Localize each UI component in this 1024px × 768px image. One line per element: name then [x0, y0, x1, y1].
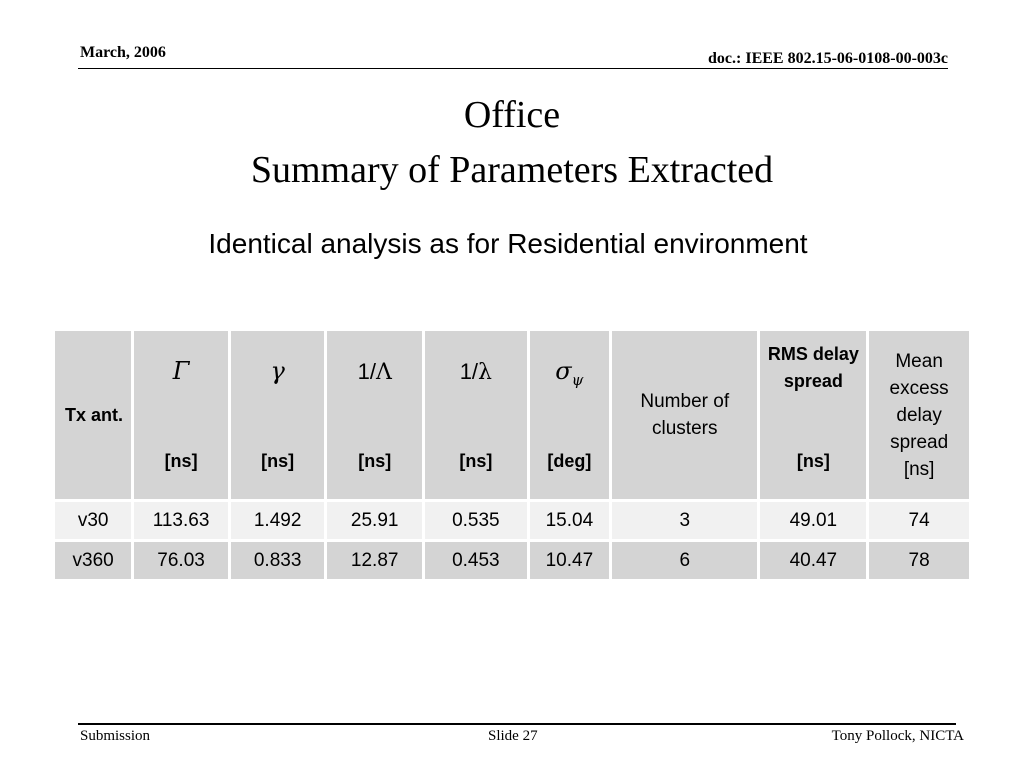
gamma-big-symbol: Γ [172, 357, 190, 385]
inv-lambda-small-symbol: λ [478, 360, 492, 385]
cell-sigma-psi: 10.47 [529, 542, 610, 579]
cell-mean-excess: 78 [869, 542, 969, 579]
footer-submission: Submission [80, 728, 151, 744]
footer-slide-number: Slide 27 [488, 728, 538, 744]
cell-inv-lambda-big: 25.91 [327, 502, 422, 539]
cell-gamma-big: 76.03 [134, 542, 228, 579]
cell-inv-lambda-small: 0.453 [425, 542, 527, 579]
header-inv-lambda-big: 1/Λ [ns] [327, 331, 422, 499]
cell-gamma-big: 113.63 [134, 502, 228, 539]
header-gamma-small: γ [ns] [230, 331, 325, 499]
footer-divider [78, 723, 956, 725]
table-row: v30 113.63 1.492 25.91 0.535 15.04 3 49.… [55, 502, 969, 539]
title-line-1: Office [463, 94, 561, 136]
gamma-small-unit: [ns] [261, 451, 295, 471]
cell-inv-lambda-small: 0.535 [425, 502, 527, 539]
header-date: March, 2006 [80, 44, 166, 61]
cell-clusters: 3 [612, 502, 758, 539]
header-divider [78, 68, 948, 69]
header-mean-excess: Mean excess delay spread [ns] [869, 331, 969, 499]
slide-subtitle: Identical analysis as for Residential en… [208, 228, 808, 259]
cell-clusters: 6 [612, 542, 758, 579]
cell-rms: 40.47 [760, 542, 867, 579]
cell-tx: v30 [55, 502, 132, 539]
footer-author: Tony Pollock, NICTA [831, 728, 964, 744]
cell-rms: 49.01 [760, 502, 867, 539]
inv-lambda-small-unit: [ns] [459, 451, 493, 471]
inv-lambda-big-symbol: Λ [375, 360, 392, 385]
title-line-2: Summary of Parameters Extracted [250, 149, 774, 191]
gamma-big-unit: [ns] [164, 451, 198, 471]
gamma-small-symbol: γ [270, 357, 285, 385]
sigma-psi-unit: [deg] [547, 451, 592, 471]
slide-title: Office Summary of Parameters Extracted [0, 88, 1024, 198]
header-rms-delay: RMS delay spread [ns] [760, 331, 867, 499]
header-tx-ant: Tx ant. [55, 331, 132, 499]
psi-subscript: ψ [571, 370, 584, 389]
rms-unit: [ns] [796, 451, 830, 471]
cell-tx: v360 [55, 542, 132, 579]
inv-lambda-big-prefix: 1/ [357, 359, 376, 384]
rms-label: RMS delay spread [767, 344, 859, 391]
cell-inv-lambda-big: 12.87 [327, 542, 422, 579]
cell-gamma-small: 0.833 [230, 542, 325, 579]
header-clusters: Number of clusters [612, 331, 758, 499]
cell-mean-excess: 74 [869, 502, 969, 539]
inv-lambda-small-prefix: 1/ [459, 359, 479, 384]
sigma-symbol: σ [555, 357, 572, 385]
inv-lambda-big-unit: [ns] [358, 451, 392, 471]
parameters-table: Tx ant. Γ [ns] γ [ns] 1/Λ [ns] [52, 328, 972, 582]
header-gamma-big: Γ [ns] [134, 331, 228, 499]
cell-gamma-small: 1.492 [230, 502, 325, 539]
header-inv-lambda-small: 1/λ [ns] [425, 331, 527, 499]
header-doc-id: doc.: IEEE 802.15-06-0108-00-003c [708, 50, 948, 67]
table-header-row: Tx ant. Γ [ns] γ [ns] 1/Λ [ns] [55, 331, 969, 499]
table-row: v360 76.03 0.833 12.87 0.453 10.47 6 40.… [55, 542, 969, 579]
cell-sigma-psi: 15.04 [529, 502, 610, 539]
header-sigma-psi: σψ [deg] [529, 331, 610, 499]
